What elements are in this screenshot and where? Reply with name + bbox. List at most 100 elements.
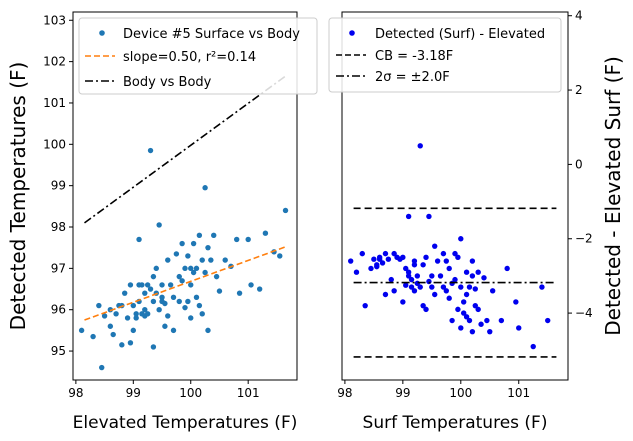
left-x-tick-label: 99 — [126, 386, 141, 400]
left-data-point — [176, 298, 182, 305]
right-x-tick-label: 99 — [395, 386, 410, 400]
legend-marker-device5 — [99, 30, 105, 36]
right-data-point — [417, 284, 423, 290]
left-data-point — [127, 282, 134, 288]
right-panel: 98 99 100 101 −4 −2 0 2 4 Surf Temperatures (F)… — [328, 9, 625, 433]
right-data-point — [504, 265, 510, 272]
right-legend: Detected (Surf) - Elevated CB = -3.18F 2… — [328, 17, 562, 93]
right-x-ticks: 98 99 100 101 — [337, 380, 530, 400]
left-y-axis-label: Detected Temperatures (F) — [6, 62, 30, 331]
left-data-point — [182, 265, 188, 272]
left-data-point — [159, 282, 165, 288]
left-data-point — [222, 257, 228, 263]
legend-entry-2sigma: 2σ = ±2.0F — [336, 70, 450, 85]
left-data-point — [147, 147, 154, 154]
left-data-point — [262, 230, 269, 236]
right-data-point — [437, 273, 444, 279]
right-data-point — [466, 284, 473, 290]
right-y-tick-label: −4 — [575, 306, 593, 320]
right-data-point — [513, 299, 519, 305]
left-data-point — [107, 307, 114, 313]
left-data-point — [150, 298, 157, 305]
left-data-point — [159, 294, 165, 301]
right-data-point — [472, 302, 478, 309]
left-data-point — [153, 265, 159, 272]
left-data-point — [165, 313, 171, 319]
right-y-ticks: −4 −2 0 2 4 — [568, 9, 593, 320]
left-plot-frame — [72, 11, 298, 381]
right-data-point — [455, 254, 461, 261]
legend-entry-slope: slope=0.50, r²=0.14 — [85, 50, 256, 65]
right-data-point — [391, 288, 397, 294]
right-data-point — [432, 243, 438, 249]
left-y-tick-label: 98 — [51, 220, 66, 234]
left-data-point — [185, 298, 191, 305]
legend-entry-detected: Detected (Surf) - Elevated — [349, 27, 545, 42]
right-data-point — [368, 265, 374, 272]
right-data-point — [478, 321, 484, 327]
left-data-point — [101, 313, 108, 319]
left-y-tick-label: 97 — [51, 261, 66, 275]
left-data-point — [199, 257, 205, 263]
left-x-tick-label: 100 — [179, 386, 202, 400]
left-data-point — [182, 304, 188, 311]
right-data-point — [487, 328, 493, 335]
left-data-point — [179, 240, 185, 247]
right-y-tick-label: 2 — [575, 83, 583, 97]
right-data-point — [463, 291, 470, 298]
right-y-tick-label: 4 — [575, 9, 583, 23]
left-data-point — [107, 323, 114, 329]
right-data-point — [379, 260, 386, 266]
right-data-point — [420, 262, 426, 268]
right-x-tick-label: 98 — [337, 386, 352, 400]
left-data-point — [156, 307, 162, 313]
left-data-point — [127, 340, 134, 346]
left-series-line-2 — [84, 75, 286, 224]
left-data-point — [176, 273, 182, 280]
right-data-point — [385, 256, 392, 262]
left-y-tick-label: 102 — [43, 55, 66, 69]
left-data-point — [256, 286, 263, 292]
right-data-point — [458, 325, 464, 331]
left-data-point — [144, 282, 151, 288]
right-data-point — [382, 291, 389, 298]
right-y-tick-label: −2 — [575, 232, 593, 246]
right-data-point — [376, 254, 383, 261]
left-data-point — [162, 300, 168, 307]
right-data-point — [434, 258, 441, 264]
right-data-point — [452, 276, 458, 283]
left-data-point — [110, 331, 116, 338]
right-data-point — [475, 269, 481, 275]
right-data-point — [463, 269, 470, 275]
left-legend: Device #5 Surface vs Body slope=0.50, r²… — [78, 17, 318, 95]
left-data-point — [150, 344, 157, 350]
left-data-point — [233, 236, 240, 243]
left-data-point — [99, 364, 105, 371]
left-data-point — [119, 342, 125, 348]
right-data-point — [516, 325, 522, 331]
left-data-point — [205, 244, 211, 251]
left-data-point — [211, 232, 217, 238]
right-data-point — [429, 284, 435, 290]
left-data-point — [130, 302, 137, 309]
left-data-point — [142, 290, 148, 296]
legend-label-2sigma: 2σ = ±2.0F — [375, 70, 450, 85]
right-data-point — [539, 284, 545, 290]
right-data-point — [403, 282, 409, 288]
right-data-point — [347, 258, 354, 264]
right-data-point — [463, 314, 470, 320]
legend-label-slope: slope=0.50, r²=0.14 — [123, 50, 256, 65]
legend-label-device5: Device #5 Surface vs Body — [123, 27, 300, 42]
right-data-point — [498, 317, 505, 324]
right-data-point — [353, 269, 360, 275]
right-data-point — [408, 276, 415, 283]
left-data-point — [236, 290, 243, 296]
right-data-point — [391, 250, 397, 257]
left-data-point — [196, 302, 203, 309]
legend-label-body: Body vs Body — [123, 75, 212, 90]
right-data-point — [403, 265, 409, 272]
right-data-point — [429, 273, 435, 279]
right-data-point — [405, 273, 412, 279]
left-data-point — [147, 286, 154, 292]
right-data-point — [432, 291, 438, 298]
